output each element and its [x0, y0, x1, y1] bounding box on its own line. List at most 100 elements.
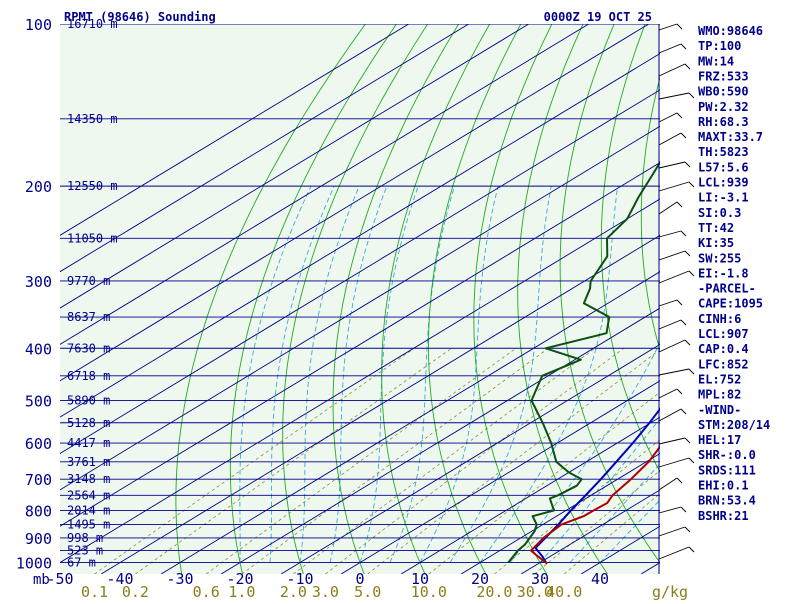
height-label: 8637 m — [67, 310, 110, 324]
sounding-index: WB0:590 — [698, 85, 749, 99]
sounding-index: SHR-:0.0 — [698, 448, 756, 462]
sounding-index: L57:5.6 — [698, 160, 749, 174]
wind-barb — [659, 438, 685, 444]
wind-barb-tick — [689, 93, 694, 98]
wind-barb — [659, 64, 685, 76]
pressure-tick-label: 400 — [25, 340, 52, 358]
height-label: 4417 m — [67, 436, 110, 450]
wind-barb-tick — [677, 478, 682, 483]
wind-barb-tick — [689, 182, 694, 187]
sounding-index: MAXT:33.7 — [698, 130, 763, 144]
pressure-tick-label: 100 — [25, 16, 52, 34]
pressure-tick-label: 300 — [25, 273, 52, 291]
mixing-ratio-tick-label: 5.0 — [354, 583, 381, 600]
sounding-index: TP:100 — [698, 39, 741, 53]
sounding-index: LFC:852 — [698, 357, 749, 371]
wind-barb-tick — [681, 507, 686, 512]
wind-barb — [659, 389, 677, 398]
wind-barb-tick — [685, 438, 690, 443]
wind-barb — [659, 44, 681, 53]
sounding-index: SI:0.3 — [698, 206, 741, 220]
height-label: 2014 m — [67, 503, 110, 517]
wind-barb — [659, 202, 677, 214]
height-label: 5890 m — [67, 394, 110, 408]
wind-barb-tick — [677, 24, 682, 29]
pressure-tick-label: 800 — [25, 502, 52, 520]
wind-barb-tick — [689, 369, 694, 374]
wind-barb — [659, 300, 677, 306]
wind-barb-tick — [685, 162, 690, 167]
height-label: 14350 m — [67, 112, 118, 126]
pressure-tick-label: 900 — [25, 530, 52, 548]
temperature-tick-label: -50 — [46, 570, 73, 588]
wind-barb — [659, 271, 689, 283]
wind-barb-tick — [677, 202, 682, 207]
mixing-ratio-tick-label: 3.0 — [312, 583, 339, 600]
height-label: 3148 m — [67, 472, 110, 486]
mixing-ratio-tick-label: 1.0 — [228, 583, 255, 600]
height-label: 6718 m — [67, 369, 110, 383]
wind-barb — [659, 133, 681, 145]
height-label: 9770 m — [67, 274, 110, 288]
sounding-index: RH:68.3 — [698, 115, 749, 129]
sounding-index: MPL:82 — [698, 388, 741, 402]
wind-barb — [659, 231, 681, 237]
sounding-index: -WIND- — [698, 403, 741, 417]
wind-barb — [659, 93, 689, 99]
height-label: 5128 m — [67, 416, 110, 430]
height-label: 2564 m — [67, 488, 110, 502]
sounding-index: LI:-3.1 — [698, 191, 749, 205]
wind-barb — [659, 24, 677, 30]
pressure-tick-label: 600 — [25, 435, 52, 453]
sounding-index: FRZ:533 — [698, 69, 749, 83]
pressure-tick-label: 200 — [25, 178, 52, 196]
wind-barb-tick — [677, 300, 682, 305]
wind-barb-tick — [689, 547, 694, 552]
wind-barb — [659, 547, 689, 559]
plot-area — [60, 24, 660, 574]
sounding-index: SW:255 — [698, 251, 741, 265]
wind-barb-tick — [681, 133, 686, 138]
sounding-index: EHI:0.1 — [698, 479, 749, 493]
height-label: 1495 m — [67, 518, 110, 532]
wind-barb — [659, 409, 681, 421]
wind-barb — [659, 478, 677, 490]
height-label: 67 m — [67, 556, 96, 570]
pressure-tick-label: 700 — [25, 471, 52, 489]
sounding-index: PW:2.32 — [698, 100, 749, 114]
sounding-index: SRDS:111 — [698, 463, 756, 477]
sounding-index: CAP:0.4 — [698, 342, 749, 356]
height-label: 7630 m — [67, 341, 110, 355]
chart-title: RPMT (98646) Sounding — [64, 10, 216, 24]
wind-barb — [659, 113, 677, 122]
wind-barb — [659, 182, 689, 191]
mixing-ratio-tick-label: 0.6 — [193, 583, 220, 600]
mixing-ratio-tick-label: 0.2 — [122, 583, 149, 600]
sounding-index: CAPE:1095 — [698, 297, 763, 311]
sounding-index: CINH:6 — [698, 312, 741, 326]
temperature-tick-label: 40 — [591, 570, 609, 588]
wind-barb — [659, 369, 689, 375]
sounding-index: WMO:98646 — [698, 24, 763, 38]
mixing-ratio-unit-label: g/kg — [652, 583, 688, 600]
observation-time: 0000Z 19 OCT 25 — [544, 10, 652, 24]
sounding-index: LCL:907 — [698, 327, 749, 341]
wind-barb-tick — [685, 340, 690, 345]
wind-barb — [659, 320, 681, 329]
mixing-ratio-tick-label: 0.1 — [81, 583, 108, 600]
sounding-index: EI:-1.8 — [698, 266, 749, 280]
height-label: 3761 m — [67, 455, 110, 469]
wind-barb — [659, 251, 685, 260]
mixing-ratio-tick-label: 40.0 — [546, 583, 582, 600]
sounding-index: LCL:939 — [698, 176, 749, 190]
temperature-tick-label: -30 — [166, 570, 193, 588]
wind-barb-tick — [681, 231, 686, 236]
mixing-ratio-tick-label: 10.0 — [411, 583, 447, 600]
wind-barb-tick — [685, 64, 690, 69]
wind-barb — [659, 527, 685, 536]
mixing-ratio-tick-label: 2.0 — [280, 583, 307, 600]
sounding-index: TT:42 — [698, 221, 734, 235]
sounding-index: HEL:17 — [698, 433, 741, 447]
sounding-index: BRN:53.4 — [698, 494, 756, 508]
